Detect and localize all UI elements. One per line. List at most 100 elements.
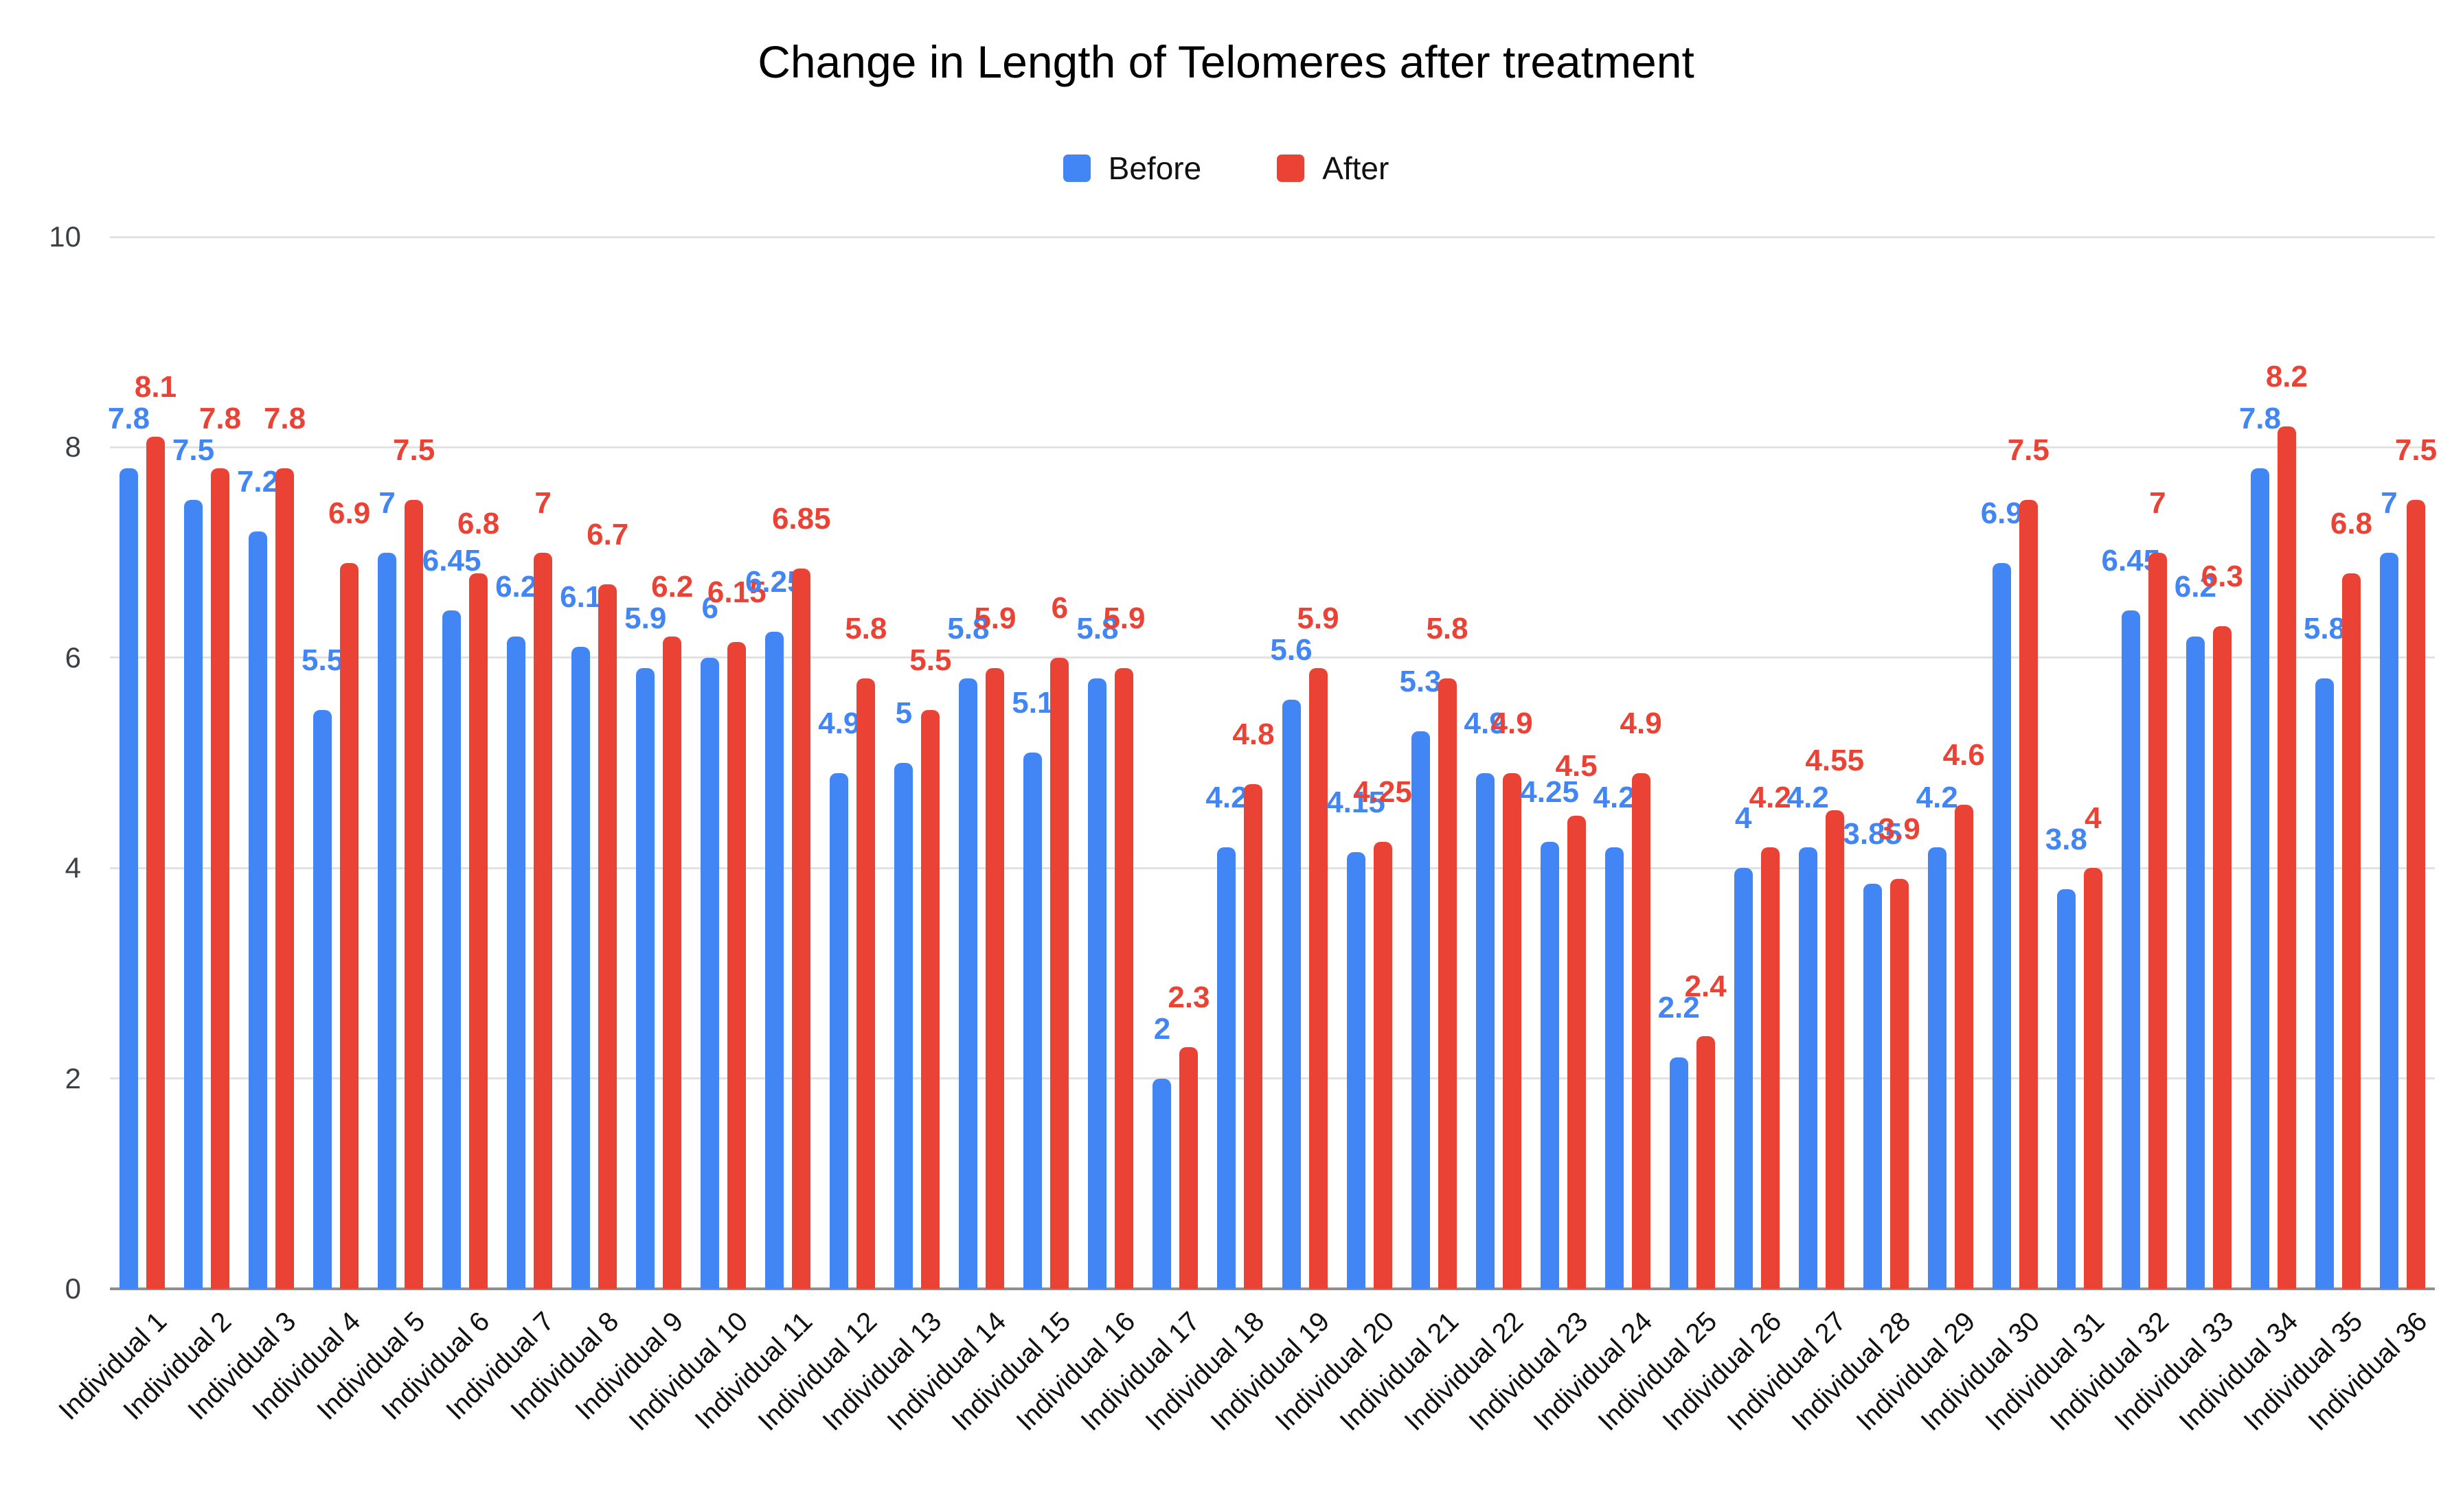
bar-before-12[interactable] [830, 773, 849, 1289]
bar-after-10[interactable] [727, 641, 747, 1289]
bar-before-6[interactable] [442, 610, 462, 1289]
bar-before-25[interactable] [1669, 1057, 1688, 1289]
bar-label-before-29: 4.2 [1916, 780, 1958, 814]
bar-after-8[interactable] [598, 584, 617, 1289]
bar-after-2[interactable] [211, 468, 230, 1289]
bar-group-35: 5.8 6.8 [2304, 237, 2372, 1289]
bar-after-33[interactable] [2212, 626, 2232, 1289]
bar-after-19[interactable] [1308, 668, 1328, 1289]
bar-before-10[interactable] [701, 657, 720, 1289]
gridline-6 [110, 656, 2435, 659]
bar-before-35[interactable] [2315, 678, 2334, 1289]
bar-before-19[interactable] [1282, 700, 1301, 1289]
bar-label-before-27: 4.2 [1786, 780, 1829, 814]
bar-group-15: 5.1 6 [1012, 237, 1078, 1289]
bar-before-3[interactable] [249, 531, 268, 1289]
bar-before-7[interactable] [507, 637, 526, 1289]
bar-after-28[interactable] [1889, 878, 1909, 1289]
bar-label-before-15: 5.1 [1012, 685, 1054, 720]
bar-label-before-8: 6.1 [560, 580, 602, 615]
bar-before-18[interactable] [1217, 847, 1236, 1289]
bar-after-31[interactable] [2083, 868, 2102, 1289]
bar-before-20[interactable] [1346, 852, 1365, 1289]
bar-after-27[interactable] [1825, 810, 1844, 1289]
bar-after-25[interactable] [1696, 1036, 1715, 1289]
bar-group-16: 5.8 5.9 [1076, 237, 1145, 1289]
bar-before-15[interactable] [1023, 752, 1043, 1289]
bar-after-29[interactable] [1954, 805, 1973, 1289]
bar-before-16[interactable] [1088, 678, 1107, 1289]
bar-before-17[interactable] [1153, 1078, 1172, 1289]
bar-group-22: 4.9 4.9 [1464, 237, 1533, 1289]
bar-group-12: 4.9 5.8 [818, 237, 887, 1289]
bar-before-23[interactable] [1540, 841, 1559, 1289]
bar-before-13[interactable] [894, 763, 913, 1289]
bar-label-after-5: 7.5 [393, 433, 435, 467]
bar-group-9: 5.9 6.2 [624, 237, 693, 1289]
bar-before-2[interactable] [184, 500, 203, 1289]
bar-label-before-12: 4.9 [818, 707, 861, 741]
bar-after-17[interactable] [1179, 1046, 1199, 1289]
bar-after-9[interactable] [663, 637, 682, 1289]
bar-before-4[interactable] [313, 710, 332, 1289]
bar-before-14[interactable] [959, 678, 978, 1289]
bar-label-after-22: 4.9 [1490, 707, 1533, 741]
bar-before-34[interactable] [2250, 468, 2269, 1289]
bar-label-before-34: 7.8 [2238, 402, 2281, 436]
bar-after-4[interactable] [340, 562, 359, 1289]
bar-before-26[interactable] [1734, 868, 1753, 1289]
bar-label-after-18: 4.8 [1232, 717, 1275, 751]
bar-after-22[interactable] [1502, 773, 1521, 1289]
bar-before-32[interactable] [2121, 610, 2140, 1289]
bar-before-36[interactable] [2379, 552, 2398, 1289]
bar-after-24[interactable] [1631, 773, 1650, 1289]
bar-label-after-36: 7.5 [2394, 433, 2438, 467]
bar-before-28[interactable] [1863, 884, 1882, 1289]
bar-after-16[interactable] [1115, 668, 1134, 1289]
bar-before-1[interactable] [120, 468, 138, 1289]
bar-before-21[interactable] [1411, 731, 1430, 1289]
bar-after-13[interactable] [921, 710, 940, 1289]
legend-item-after: After [1277, 150, 1389, 187]
bar-after-6[interactable] [469, 573, 488, 1289]
bar-before-24[interactable] [1604, 847, 1624, 1289]
bar-group-29: 4.2 4.6 [1916, 237, 1985, 1289]
bar-after-26[interactable] [1760, 847, 1780, 1289]
bar-after-12[interactable] [856, 678, 876, 1289]
bar-label-before-14: 5.8 [947, 612, 990, 646]
bar-before-31[interactable] [2056, 889, 2076, 1289]
bar-after-35[interactable] [2341, 573, 2361, 1289]
bar-after-3[interactable] [275, 468, 295, 1289]
bar-label-after-33: 6.3 [2201, 559, 2243, 593]
bar-after-5[interactable] [405, 500, 424, 1289]
bar-group-4: 5.5 6.9 [301, 237, 370, 1289]
bar-before-8[interactable] [571, 647, 591, 1289]
bar-after-11[interactable] [792, 568, 811, 1289]
bar-label-after-14: 5.9 [974, 602, 1017, 636]
bar-after-20[interactable] [1373, 841, 1392, 1289]
bar-before-22[interactable] [1475, 773, 1495, 1289]
bar-after-21[interactable] [1438, 678, 1457, 1289]
bar-after-18[interactable] [1244, 783, 1263, 1289]
bar-group-18: 4.2 4.8 [1205, 237, 1275, 1289]
bar-before-27[interactable] [1798, 847, 1817, 1289]
bar-after-1[interactable] [146, 437, 165, 1289]
bar-after-36[interactable] [2406, 500, 2425, 1289]
bar-label-before-4: 5.5 [301, 643, 344, 678]
bar-before-11[interactable] [765, 631, 784, 1289]
bar-before-9[interactable] [636, 668, 655, 1289]
bar-label-before-28: 3.85 [1843, 817, 1903, 851]
bar-after-34[interactable] [2277, 426, 2296, 1289]
bar-before-29[interactable] [1927, 847, 1946, 1289]
bar-before-33[interactable] [2186, 637, 2205, 1289]
bar-after-30[interactable] [2019, 500, 2038, 1289]
bar-after-14[interactable] [986, 668, 1005, 1289]
bar-after-32[interactable] [2148, 552, 2167, 1289]
bar-before-5[interactable] [378, 552, 397, 1289]
bar-label-after-6: 6.8 [457, 507, 500, 541]
plot-area: 7.8 8.1 7.5 7.8 7.2 7.8 5.5 6.9 7 7.5 6.45 6.8 6.2 7 6… [108, 236, 2438, 1290]
bar-after-23[interactable] [1567, 815, 1586, 1289]
bar-after-7[interactable] [534, 552, 553, 1289]
bar-after-15[interactable] [1050, 657, 1069, 1289]
bar-before-30[interactable] [1992, 562, 2011, 1289]
